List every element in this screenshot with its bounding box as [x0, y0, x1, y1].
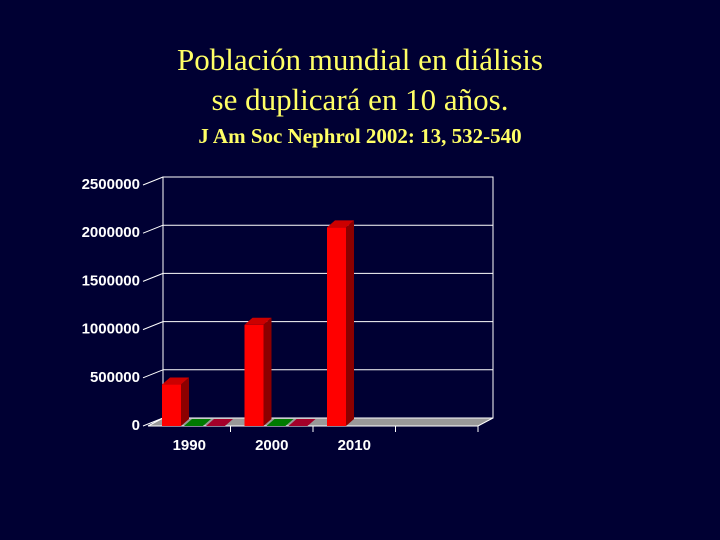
bar-top	[266, 419, 294, 426]
tick-mark	[142, 176, 164, 186]
bar-side	[263, 317, 272, 426]
bar	[184, 419, 211, 426]
x-tick-label: 2010	[338, 437, 371, 454]
bar-top	[288, 419, 316, 426]
tick-mark	[142, 272, 164, 282]
title-line: Población mundial en diálisis	[177, 42, 543, 77]
subtitle: J Am Soc Nephrol 2002: 13, 532-540	[198, 124, 521, 148]
bar-top	[244, 317, 272, 325]
title-line: se duplicará en 10 años.	[212, 82, 509, 117]
tick-mark	[142, 321, 164, 331]
bar-top	[327, 220, 354, 228]
bar	[327, 220, 354, 426]
bar-top	[162, 377, 189, 385]
bar-top	[206, 419, 233, 426]
bar-front	[162, 384, 181, 426]
bar-top	[184, 419, 211, 426]
y-tick-label: 0	[132, 417, 140, 434]
tick-mark	[142, 224, 164, 234]
bar-side	[181, 377, 189, 426]
tick-mark	[142, 369, 164, 379]
bar-front	[244, 324, 264, 426]
bar-side	[346, 220, 354, 426]
bar	[288, 419, 316, 426]
bar	[206, 419, 233, 426]
x-tick-label: 2000	[255, 437, 288, 454]
bar	[266, 419, 294, 426]
bar	[162, 377, 189, 426]
y-tick-label: 1500000	[82, 272, 140, 289]
y-tick-label: 2000000	[82, 224, 140, 241]
bar-front	[327, 227, 346, 426]
x-tick-label: 1990	[173, 437, 206, 454]
y-tick-label: 1000000	[82, 321, 140, 338]
y-tick-label: 500000	[90, 369, 140, 386]
bar	[244, 317, 272, 426]
y-tick-label: 2500000	[82, 176, 140, 193]
tick-mark	[142, 417, 164, 427]
